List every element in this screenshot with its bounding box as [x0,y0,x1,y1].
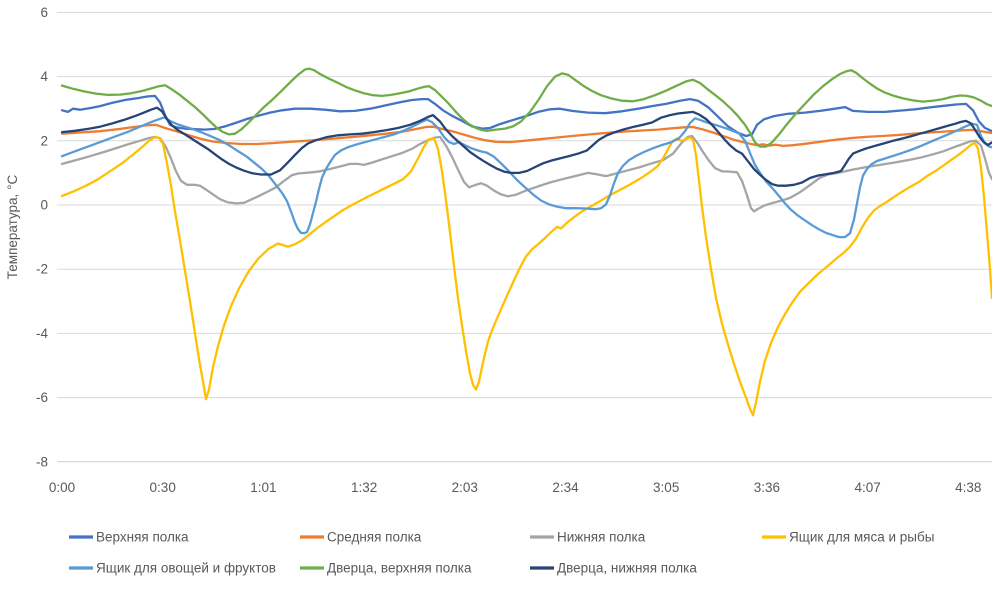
y-tick-label: -4 [36,326,48,341]
series-line-3 [60,134,992,213]
series-line-7 [60,106,992,187]
legend-label: Ящик для мяса и рыбы [789,530,934,545]
y-tick-label: 6 [40,5,48,20]
legend-label: Верхняя полка [96,530,189,545]
x-tick-label: 3:05 [653,480,679,495]
y-axis-tick-labels: 6 4 2 0 -2 -4 -6 -8 [36,5,49,469]
legend-label: Ящик для овощей и фруктов [96,561,276,576]
y-tick-label: -8 [36,454,48,469]
gridlines [57,11,992,463]
legend-label: Нижняя полка [557,530,646,545]
y-tick-label: 0 [40,198,48,213]
legend-label: Средняя полка [327,530,422,545]
x-tick-label: 0:30 [150,480,176,495]
series-line-6 [60,67,992,148]
series-line-4 [60,136,992,417]
y-tick-label: -6 [36,390,48,405]
x-tick-label: 3:36 [754,480,780,495]
y-axis-title: Температура, °C [5,175,20,280]
legend: Верхняя полка Средняя полка Нижняя полка Ящ… [69,530,934,576]
x-tick-label: 4:07 [854,480,880,495]
x-tick-label: 1:01 [250,480,276,495]
x-tick-label: 2:03 [452,480,478,495]
series-line-1 [60,94,992,138]
y-tick-label: 4 [40,69,48,84]
x-tick-label: 0:00 [49,480,75,495]
series-line-2 [60,123,992,148]
x-tick-label: 1:32 [351,480,377,495]
y-tick-label: -2 [36,262,48,277]
legend-label: Дверца, верхняя полка [327,561,472,576]
x-tick-label: 2:34 [552,480,579,495]
y-tick-label: 2 [40,133,48,148]
series-line-5 [60,116,992,239]
legend-label: Дверца, нижняя полка [557,561,697,576]
series-lines [60,67,992,417]
x-tick-label: 4:38 [955,480,981,495]
x-axis-tick-labels: 0:00 0:30 1:01 1:32 2:03 2:34 3:05 3:36 4:07 4:38 [49,480,982,495]
